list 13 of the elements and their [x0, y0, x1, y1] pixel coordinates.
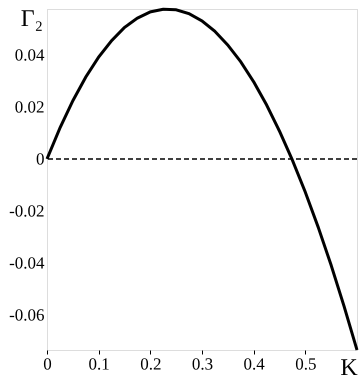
- y-tick-label: 0: [36, 149, 44, 168]
- x-tick-label: 0.4: [244, 354, 266, 374]
- x-tick-label: 0.5: [295, 354, 316, 374]
- y-tick-label: -0.06: [9, 305, 44, 324]
- x-axis-title: K: [340, 355, 358, 381]
- x-tick-label: 0.1: [88, 354, 110, 374]
- y-tick-label: -0.04: [9, 253, 45, 272]
- y-axis-title: Γ₂: [20, 6, 43, 32]
- x-tick-label: 0.2: [140, 354, 162, 374]
- y-tick-label: -0.02: [9, 201, 44, 220]
- y-tick-label: 0.04: [14, 46, 45, 65]
- x-tick-label: 0.3: [192, 354, 214, 374]
- y-tick-label: 0.02: [14, 97, 44, 116]
